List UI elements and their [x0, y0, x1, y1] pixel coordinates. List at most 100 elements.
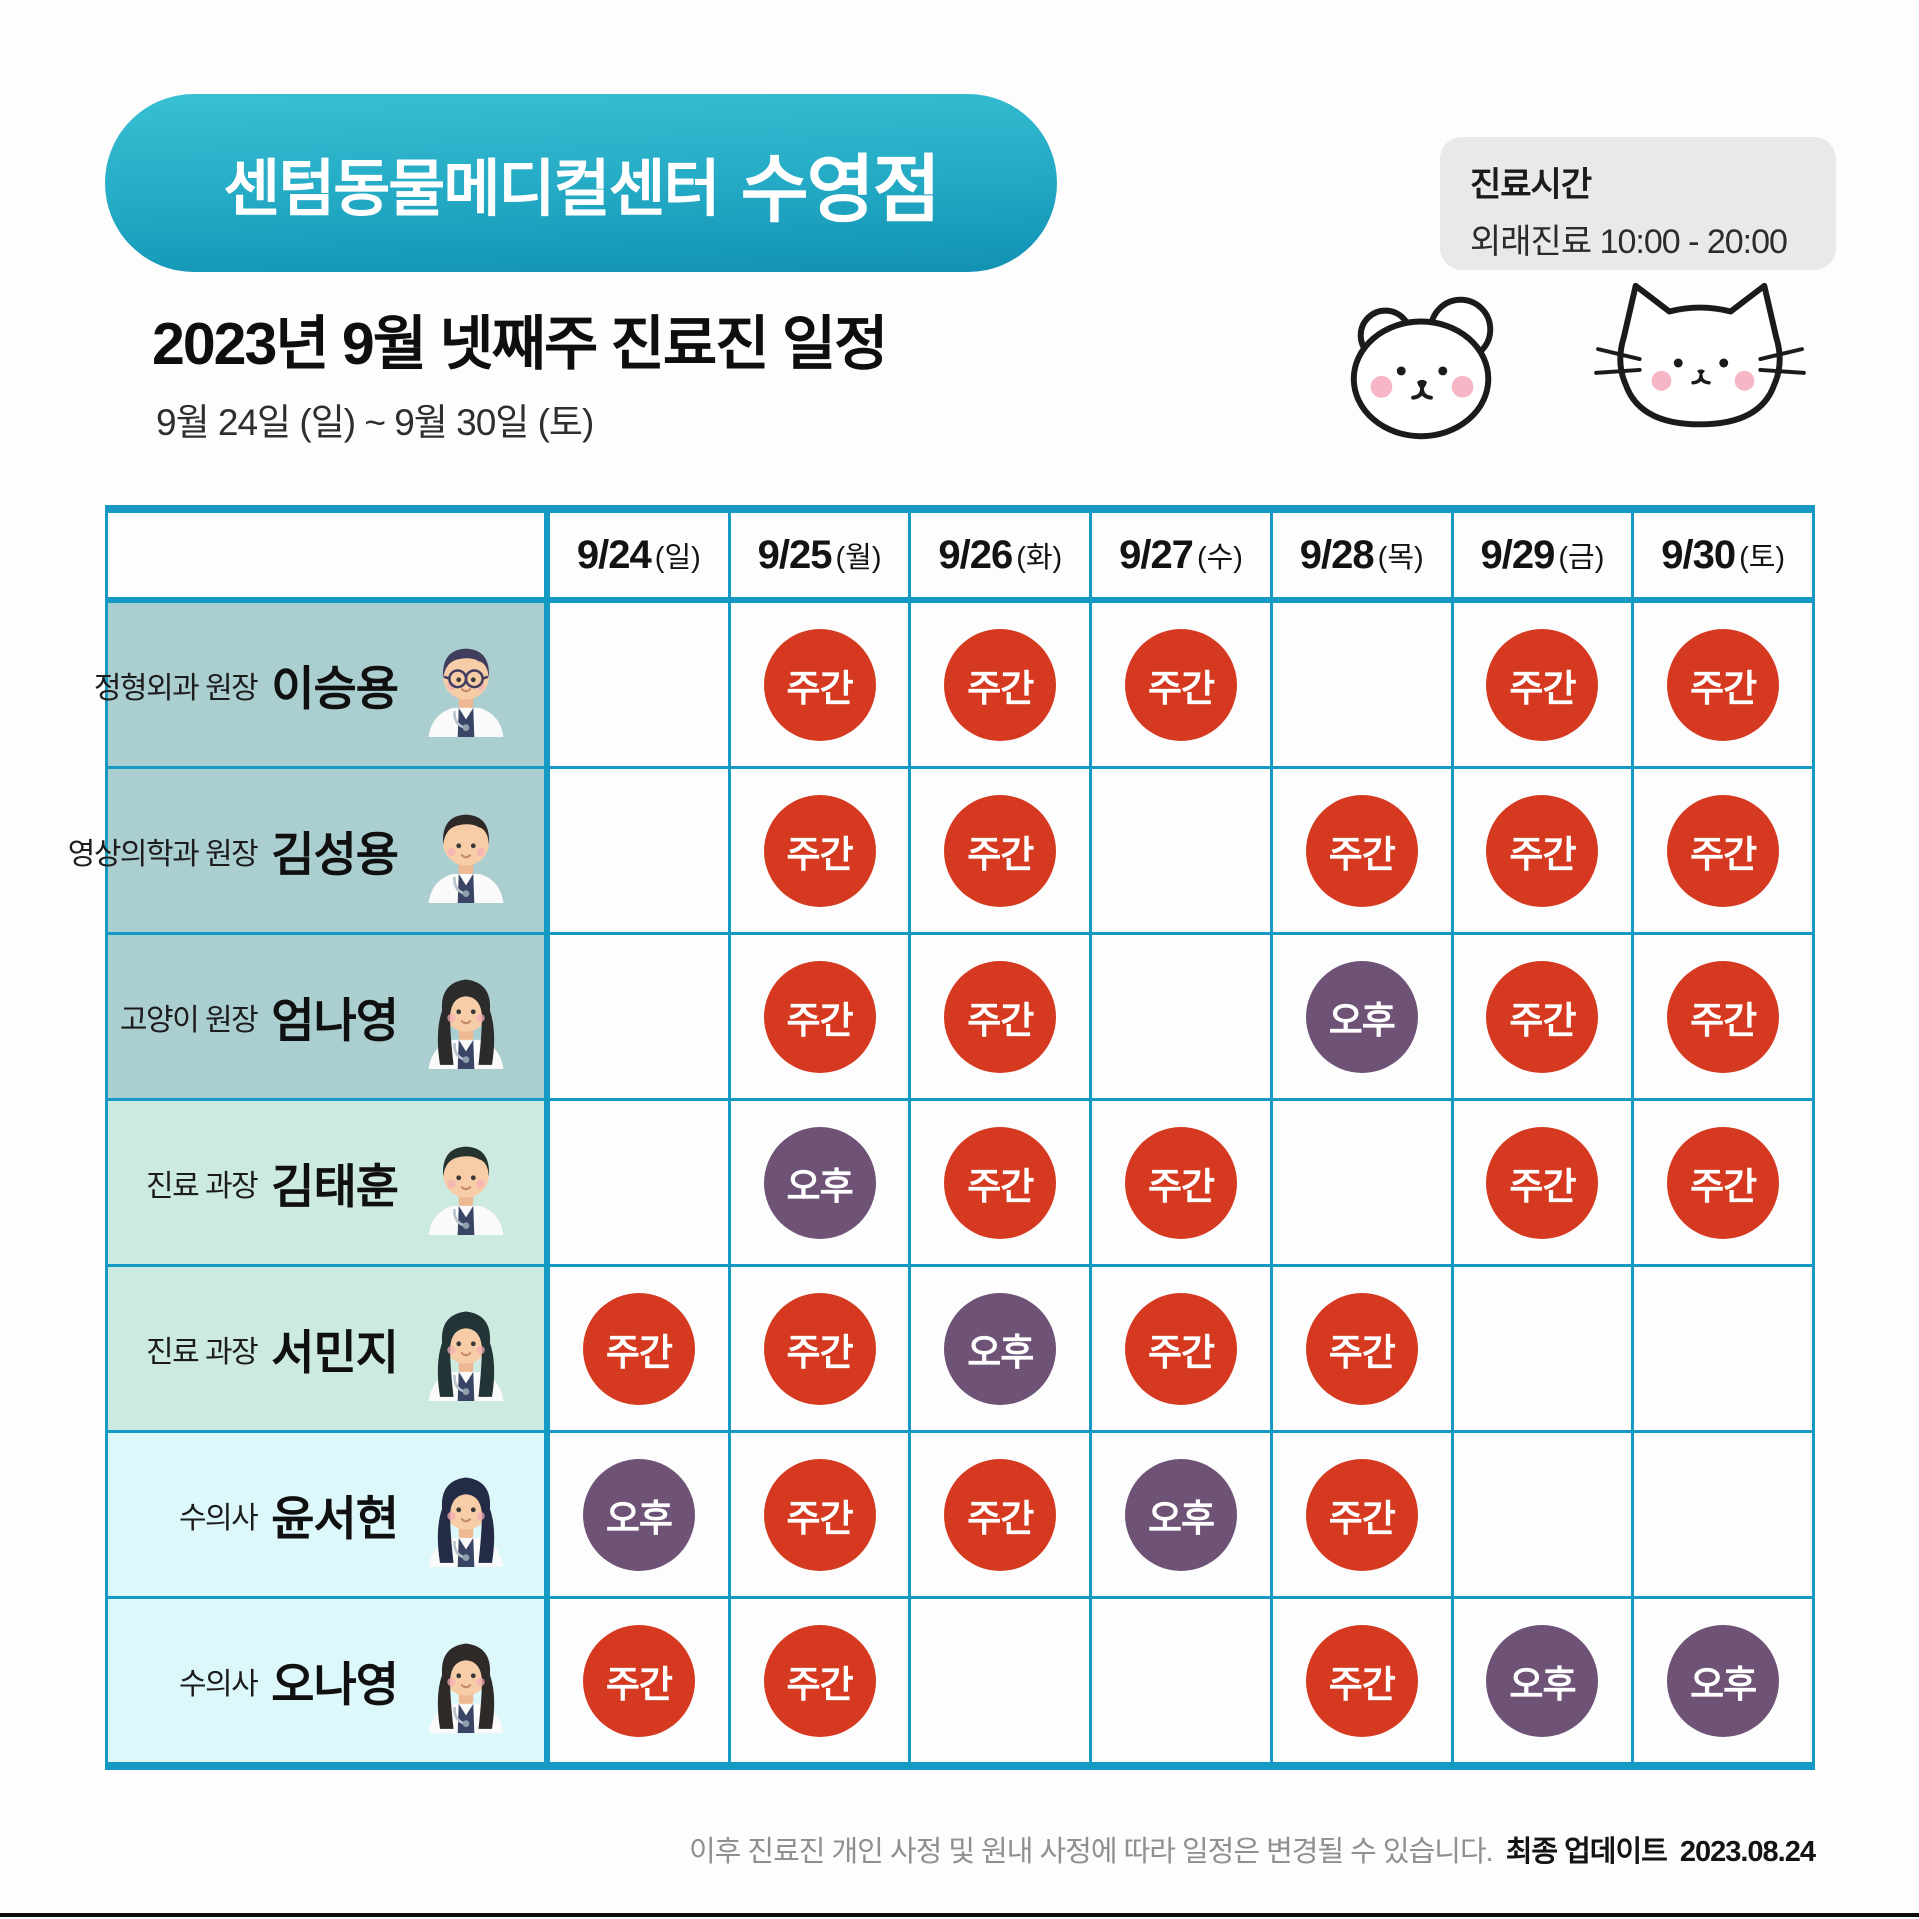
schedule-cell: 주간	[1453, 603, 1635, 766]
day-header-weekday: (월)	[835, 542, 882, 574]
day-header: 9/30 (토)	[1634, 513, 1813, 597]
day-header: 9/28 (목)	[1272, 513, 1454, 597]
day-header-date: 9/26	[938, 532, 1013, 577]
schedule-cell: 주간	[1272, 1267, 1454, 1430]
shift-badge-day: 주간	[1305, 794, 1418, 907]
staff-avatar-icon	[414, 965, 518, 1069]
staff-avatar-icon	[414, 1131, 518, 1235]
shift-badge-day: 주간	[1125, 1126, 1238, 1239]
schedule-cell	[550, 769, 731, 932]
shift-badge-day: 주간	[763, 1458, 876, 1571]
shift-badge-day: 주간	[1486, 1126, 1599, 1239]
shift-badge-day: 주간	[763, 628, 876, 741]
table-header-row: 9/24 (일) 9/25 (월) 9/26 (화) 9/27 (수) 9/28 (목) 9/29(…	[108, 513, 1813, 603]
schedule-cell: 주간	[1453, 1101, 1635, 1264]
staff-role-label: 수의사	[178, 1667, 259, 1701]
staff-name: 서민지	[271, 1326, 399, 1379]
schedule-cell: 주간	[1272, 1433, 1454, 1596]
day-header-date: 9/28	[1299, 532, 1375, 577]
staff-role-label: 진료 과장	[146, 1335, 259, 1369]
cat-doodle-icon	[1586, 268, 1814, 461]
staff-cell: 수의사 윤서현	[108, 1433, 550, 1596]
staff-cell: 진료 과장 서민지	[108, 1267, 550, 1430]
clinic-banner: 센텀동물메디컬센터 수영점	[105, 94, 1057, 272]
staff-cell: 진료 과장 김태훈	[108, 1101, 550, 1264]
schedule-cell	[550, 1101, 731, 1264]
shift-badge-afternoon: 오후	[944, 1292, 1057, 1405]
day-header-weekday: (수)	[1196, 542, 1243, 574]
staff-row: 진료 과장 김태훈 오후 주간 주간 주간 주간	[108, 1101, 1813, 1267]
image-bottom-border	[0, 1913, 1919, 1917]
footer-disclaimer: 이후 진료진 개인 사정 및 원내 사정에 따라 일정은 변경될 수 있습니다.	[688, 1836, 1494, 1868]
schedule-cell: 주간	[1092, 603, 1273, 766]
day-header: 9/29 (금)	[1453, 513, 1635, 597]
schedule-cell	[1453, 1267, 1635, 1430]
shift-badge-day: 주간	[1667, 1126, 1780, 1239]
shift-badge-day: 주간	[1486, 960, 1599, 1073]
schedule-cell: 오후	[1634, 1599, 1813, 1762]
shift-badge-day: 주간	[1486, 628, 1599, 741]
staff-avatar-icon	[414, 633, 518, 737]
branch-name: 수영점	[740, 147, 941, 231]
schedule-cell: 주간	[1272, 769, 1454, 932]
schedule-cell: 주간	[730, 769, 912, 932]
schedule-cell	[1634, 1267, 1813, 1430]
schedule-cell: 주간	[1634, 935, 1813, 1098]
staff-avatar-icon	[414, 799, 518, 903]
shift-badge-afternoon: 오후	[1486, 1624, 1599, 1737]
shift-badge-day: 주간	[1125, 1292, 1238, 1405]
day-header-weekday: (화)	[1016, 542, 1063, 574]
shift-badge-afternoon: 오후	[1667, 1624, 1780, 1737]
schedule-cell: 주간	[911, 935, 1093, 1098]
shift-badge-afternoon: 오후	[763, 1126, 876, 1239]
schedule-cell	[1272, 1101, 1454, 1264]
staff-avatar-icon	[414, 1297, 518, 1401]
staff-row: 진료 과장 서민지 주간 주간 오후 주간 주간	[108, 1267, 1813, 1433]
schedule-cell	[1092, 935, 1273, 1098]
page-title: 2023년 9월 넷째주 진료진 일정	[152, 311, 888, 377]
shift-badge-day: 주간	[944, 628, 1057, 741]
staff-avatar-icon	[414, 1463, 518, 1567]
hours-box-detail: 외래진료 10:00 - 20:00	[1470, 223, 1788, 261]
day-header-weekday: (일)	[654, 542, 701, 574]
day-header-date: 9/29	[1480, 532, 1556, 577]
dog-doodle-icon	[1310, 278, 1538, 461]
staff-name: 엄나영	[271, 994, 399, 1047]
hours-box-title: 진료시간	[1470, 166, 1592, 204]
staff-row: 고양이 원장 엄나영 주간 주간 오후 주간 주간	[108, 935, 1813, 1101]
animal-doodles	[1310, 268, 1814, 461]
shift-badge-day: 주간	[763, 960, 876, 1073]
staff-name: 김태훈	[271, 1160, 399, 1213]
shift-badge-day: 주간	[1667, 794, 1780, 907]
schedule-table: 9/24 (일) 9/25 (월) 9/26 (화) 9/27 (수) 9/28 (목) 9/29(…	[68, 505, 1815, 1770]
schedule-cell: 오후	[730, 1101, 912, 1264]
clinic-name: 센텀동물메디컬센터	[223, 155, 720, 224]
schedule-cell: 오후	[1092, 1433, 1273, 1596]
schedule-cell: 오후	[1453, 1599, 1635, 1762]
shift-badge-day: 주간	[944, 794, 1057, 907]
hours-box: 진료시간 외래진료 10:00 - 20:00	[1440, 137, 1836, 270]
schedule-cell: 오후	[1272, 935, 1454, 1098]
staff-name: 이승용	[271, 662, 399, 715]
schedule-cell: 주간	[1092, 1101, 1273, 1264]
staff-name: 오나영	[271, 1658, 399, 1711]
staff-role-label: 진료 과장	[146, 1169, 259, 1203]
day-header-weekday: (목)	[1377, 542, 1424, 574]
footer-updated-date: 2023.08.24	[1679, 1836, 1816, 1868]
staff-row: 수의사 오나영 주간 주간 주간 오후 오후	[108, 1599, 1813, 1762]
schedule-cell: 주간	[911, 1101, 1093, 1264]
schedule-cell	[550, 935, 731, 1098]
schedule-cell: 주간	[1453, 769, 1635, 932]
header-corner-cell	[108, 513, 550, 597]
schedule-cell	[1634, 1433, 1813, 1596]
shift-badge-day: 주간	[944, 1126, 1057, 1239]
schedule-cell: 주간	[1092, 1267, 1273, 1430]
date-range: 9월 24일 (일) ~ 9월 30일 (토)	[156, 402, 594, 443]
schedule-cell: 주간	[730, 1267, 912, 1430]
schedule-cell: 오후	[550, 1433, 731, 1596]
schedule-cell: 주간	[730, 1433, 912, 1596]
shift-badge-day: 주간	[1486, 794, 1599, 907]
schedule-cell	[1092, 1599, 1273, 1762]
shift-badge-day: 주간	[1125, 628, 1238, 741]
schedule-cell	[911, 1599, 1093, 1762]
